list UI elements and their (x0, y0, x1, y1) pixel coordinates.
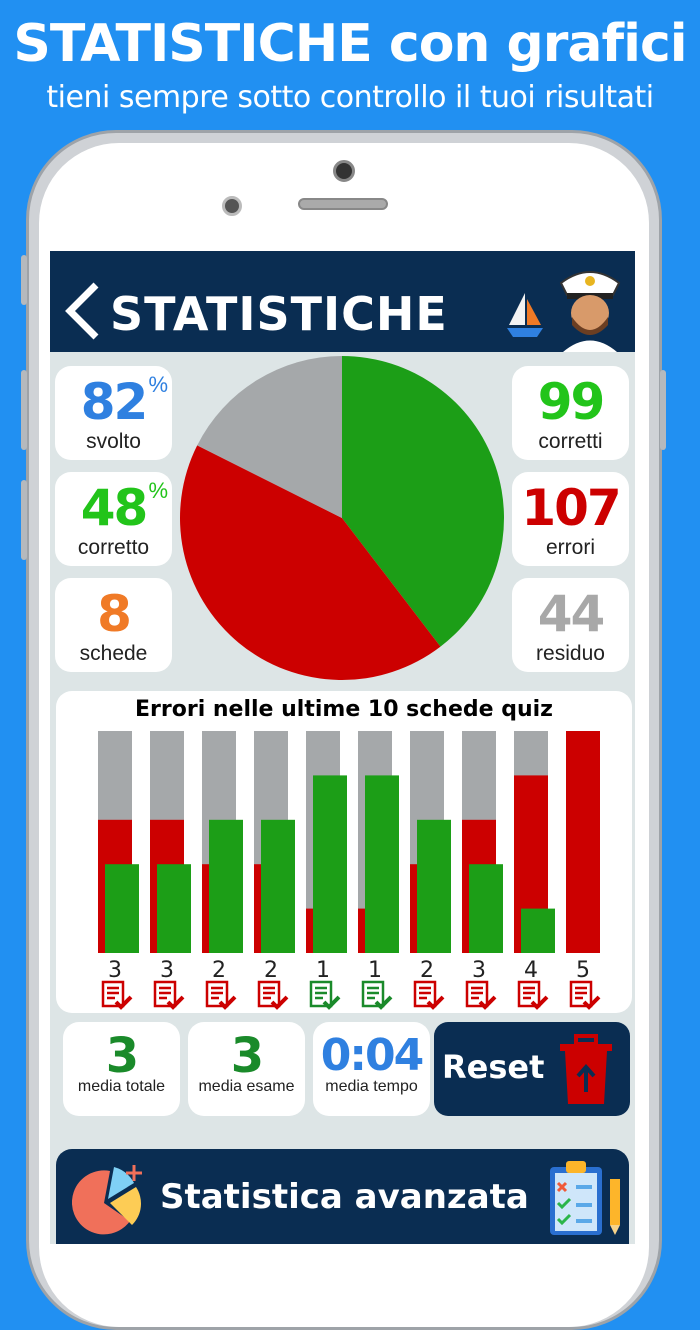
stat-value: 99 (537, 373, 606, 431)
bar-label: 5 (576, 958, 590, 983)
captain-avatar (559, 271, 621, 352)
stat-label: errori (545, 536, 595, 559)
stat-card-residuo: 44 residuo (512, 578, 629, 672)
advanced-stats-label: Statistica avanzata (160, 1177, 529, 1217)
errors-bar-chart: Errori nelle ultime 10 schede quiz 3 3 2 2 1… (56, 691, 632, 1013)
phone-button (21, 255, 27, 305)
stat-value: 107 (521, 479, 621, 537)
pie-slice-residuo (197, 356, 342, 518)
bars: 3 3 2 2 1 1 2 3 4 5 (98, 731, 601, 1010)
percent-sign: % (148, 372, 168, 397)
stat-label: media tempo (325, 1078, 418, 1095)
quiz-failed-icon (413, 980, 445, 1010)
quiz-failed-icon (101, 980, 133, 1010)
trash-icon (560, 1034, 612, 1104)
stat-value: 0:04 (320, 1030, 424, 1081)
bar-label: 1 (316, 958, 330, 983)
average-card-media-totale: 3 media totale (63, 1022, 180, 1116)
camera (333, 160, 355, 182)
stat-value: 48 (80, 479, 149, 537)
phone-button (21, 480, 27, 560)
speaker (298, 198, 388, 210)
stat-label: media esame (198, 1078, 295, 1095)
pie-chart-icon (72, 1165, 142, 1235)
stat-card-svolto: 82% svolto (55, 366, 172, 460)
quiz-failed-icon (257, 980, 289, 1010)
stat-card-corretti: 99 corretti (512, 366, 629, 460)
stat-label: svolto (86, 430, 141, 453)
quiz-failed-icon (465, 980, 497, 1010)
stat-label: residuo (536, 642, 605, 665)
promo-title: STATISTICHE con grafici (13, 14, 687, 74)
bar-correct (157, 864, 191, 953)
bar-correct (105, 864, 139, 953)
advanced-stats-button[interactable]: Statistica avanzata (56, 1149, 629, 1244)
bar-correct (209, 819, 243, 953)
stat-label: corretto (77, 536, 150, 559)
stat-label: corretti (538, 430, 603, 453)
stat-card-corretto: 48% corretto (55, 472, 172, 566)
page-title: STATISTICHE (110, 287, 448, 341)
average-card-media-esame: 3 media esame (188, 1022, 305, 1116)
phone-button (21, 370, 27, 450)
bar-label: 2 (420, 958, 434, 983)
bar-correct (365, 775, 399, 953)
chart-title: Errori nelle ultime 10 schede quiz (135, 697, 553, 722)
quiz-passed-icon (361, 980, 393, 1010)
clipboard-checklist-icon (550, 1161, 620, 1235)
stat-value: 82 (80, 373, 149, 431)
bar-label: 4 (524, 958, 538, 983)
average-card-media-tempo: 0:04 media tempo (313, 1022, 430, 1116)
quiz-failed-icon (569, 980, 601, 1010)
quiz-failed-icon (205, 980, 237, 1010)
quiz-failed-icon (153, 980, 185, 1010)
bar-correct (313, 775, 347, 953)
pie-chart (180, 356, 504, 680)
percent-sign: % (148, 478, 168, 503)
bar-label: 3 (108, 958, 122, 983)
stat-label: schede (79, 642, 148, 665)
stat-card-errori: 107 errori (512, 472, 629, 566)
bar-correct (261, 819, 295, 953)
bar-label: 2 (264, 958, 278, 983)
stat-value: 44 (537, 585, 606, 643)
stat-value: 8 (97, 585, 132, 643)
bar-label: 1 (368, 958, 382, 983)
pie-slice-errori (180, 445, 441, 680)
sensor (222, 196, 242, 216)
quiz-failed-icon (517, 980, 549, 1010)
quiz-passed-icon (309, 980, 341, 1010)
bar-correct (469, 864, 503, 953)
bar-errors (566, 731, 600, 953)
bar-label: 2 (212, 958, 226, 983)
bar-label: 3 (160, 958, 174, 983)
promo-subtitle: tieni sempre sotto controllo il tuoi ris… (46, 80, 654, 115)
stat-card-schede: 8 schede (55, 578, 172, 672)
bar-label: 3 (472, 958, 486, 983)
bar-correct (417, 819, 451, 953)
stat-value: 3 (105, 1028, 139, 1084)
sailboat-icon (507, 293, 543, 337)
app-screen: STATISTICHE Errori nelle ultime 10 sched… (50, 251, 635, 1244)
reset-label: Reset (442, 1048, 545, 1086)
phone-button (660, 370, 666, 450)
chevron-left-icon[interactable] (64, 281, 100, 341)
pie-slice-corretti (342, 356, 504, 647)
reset-button[interactable]: Reset (434, 1022, 630, 1116)
stat-label: media totale (77, 1078, 166, 1095)
stat-value: 3 (230, 1028, 264, 1084)
header: STATISTICHE (50, 251, 635, 352)
bar-correct (521, 908, 555, 953)
